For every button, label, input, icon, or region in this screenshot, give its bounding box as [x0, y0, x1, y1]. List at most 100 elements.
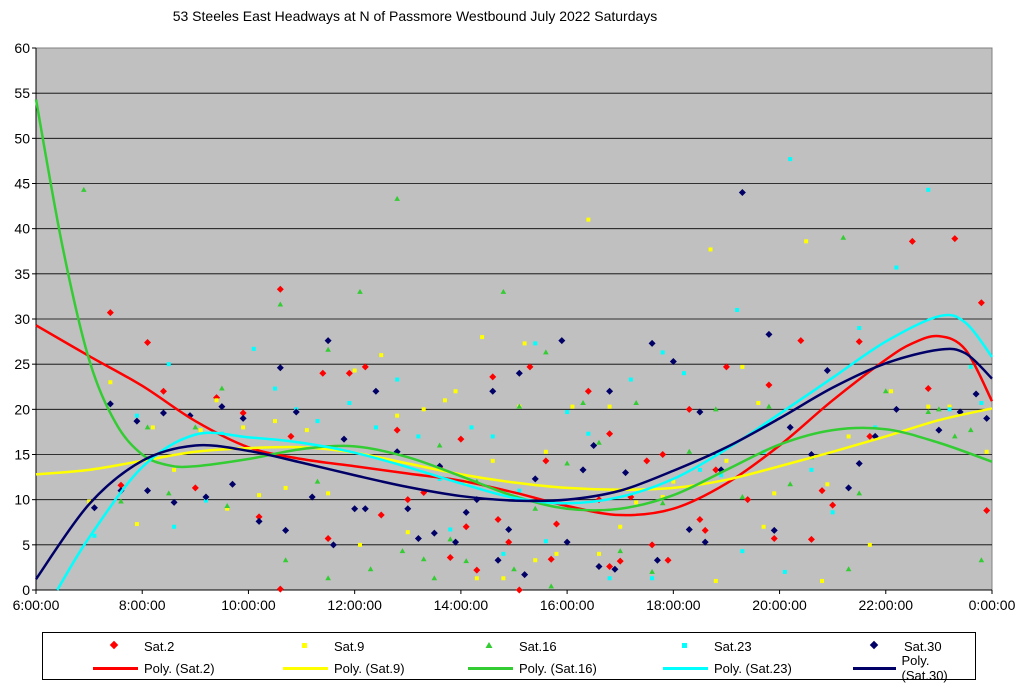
data-point	[469, 425, 474, 430]
data-point	[607, 576, 612, 581]
data-point	[473, 566, 481, 574]
data-point	[681, 371, 686, 376]
data-point	[818, 487, 826, 495]
x-tick-label: 18:00:00	[646, 597, 701, 613]
data-point	[855, 338, 863, 346]
data-point	[276, 285, 284, 293]
x-tick-label: 22:00:00	[859, 597, 914, 613]
x-tick-label: 14:00:00	[434, 597, 489, 613]
data-point	[809, 467, 814, 472]
data-point	[516, 403, 523, 409]
data-point	[134, 522, 139, 527]
data-point	[855, 460, 863, 468]
data-point	[118, 498, 124, 504]
x-tick-label: 16:00:00	[540, 597, 595, 613]
data-point	[701, 526, 709, 534]
data-point	[393, 426, 401, 434]
data-point	[351, 505, 359, 513]
data-point	[446, 553, 454, 561]
data-point	[92, 533, 97, 538]
data-point	[788, 157, 793, 162]
data-point	[315, 419, 320, 424]
data-point	[701, 538, 709, 546]
data-point	[191, 484, 199, 492]
data-point	[669, 357, 677, 365]
legend-item-poly-sat30: Poly. (Sat.30)	[853, 653, 975, 683]
data-point	[846, 434, 851, 439]
data-point	[696, 408, 704, 416]
legend-item-poly-sat9: Poly. (Sat.9)	[283, 658, 405, 678]
data-point	[765, 330, 773, 338]
data-point	[606, 430, 614, 438]
legend-item-poly-sat23: Poly. (Sat.23)	[663, 658, 792, 678]
data-point	[276, 585, 284, 593]
data-point	[505, 538, 513, 546]
chart-canvas: 0 5 10 15 20 25 30 35 40 45 50 55 60 6:00:00 8:00:00 1…	[13, 40, 1016, 613]
data-point	[643, 457, 651, 465]
data-point	[979, 401, 984, 406]
data-point	[978, 557, 985, 563]
legend: Sat.2 Sat.9 Sat.16 Sat.23 Sat.30 Poly. (…	[42, 632, 976, 683]
data-point	[607, 404, 612, 409]
data-point	[239, 414, 247, 422]
data-point	[606, 387, 614, 395]
data-point	[628, 377, 633, 382]
data-point	[622, 469, 630, 477]
data-point	[823, 366, 831, 374]
legend-marker-sat30	[853, 640, 898, 652]
data-point	[526, 363, 534, 371]
data-point	[505, 525, 513, 533]
data-point	[820, 578, 825, 583]
legend-label-sat2: Sat.2	[144, 638, 175, 654]
data-point	[924, 385, 932, 393]
data-point	[436, 442, 443, 448]
y-tick-label: 55	[14, 85, 30, 101]
data-point	[251, 346, 256, 351]
data-point	[558, 337, 566, 345]
data-point	[616, 557, 624, 565]
data-point	[357, 288, 363, 294]
data-point	[889, 389, 894, 394]
data-point	[414, 535, 422, 543]
data-point	[379, 353, 384, 358]
data-point	[740, 549, 745, 554]
y-axis: 0 5 10 15 20 25 30 35 40 45 50 55 60	[14, 40, 36, 598]
data-point	[229, 480, 237, 488]
data-point	[452, 538, 460, 546]
legend-label-poly-sat2: Poly. (Sat.2)	[144, 660, 215, 676]
data-point	[462, 508, 470, 516]
data-point	[480, 335, 485, 340]
chart-title: 53 Steeles East Headways at N of Passmor…	[172, 8, 658, 24]
data-point	[172, 467, 177, 472]
data-point	[324, 337, 332, 345]
data-point	[108, 380, 113, 385]
data-point	[564, 460, 570, 466]
data-point	[543, 349, 549, 355]
data-point	[650, 576, 655, 581]
data-point	[345, 369, 353, 377]
data-point	[659, 500, 666, 506]
data-point	[713, 406, 719, 412]
series-Sat.30	[90, 189, 991, 579]
data-point	[586, 217, 591, 222]
data-point	[192, 424, 199, 430]
data-point	[595, 563, 603, 571]
data-point	[952, 433, 958, 439]
data-point	[144, 338, 152, 346]
data-point	[724, 458, 729, 463]
data-point	[686, 448, 693, 454]
data-point	[590, 441, 598, 449]
trendline-Poly. (Sat.9)	[35, 407, 993, 491]
data-point	[738, 189, 746, 197]
x-tick-label: 0:00:00	[969, 597, 1016, 613]
data-point	[633, 400, 639, 406]
data-point	[282, 526, 290, 534]
data-point	[326, 491, 331, 496]
data-point	[983, 507, 991, 515]
data-point	[202, 493, 210, 501]
data-point	[404, 496, 412, 504]
x-tick-label: 6:00:00	[13, 597, 60, 613]
data-point	[494, 516, 502, 524]
data-point	[660, 494, 665, 499]
data-point	[908, 237, 916, 245]
